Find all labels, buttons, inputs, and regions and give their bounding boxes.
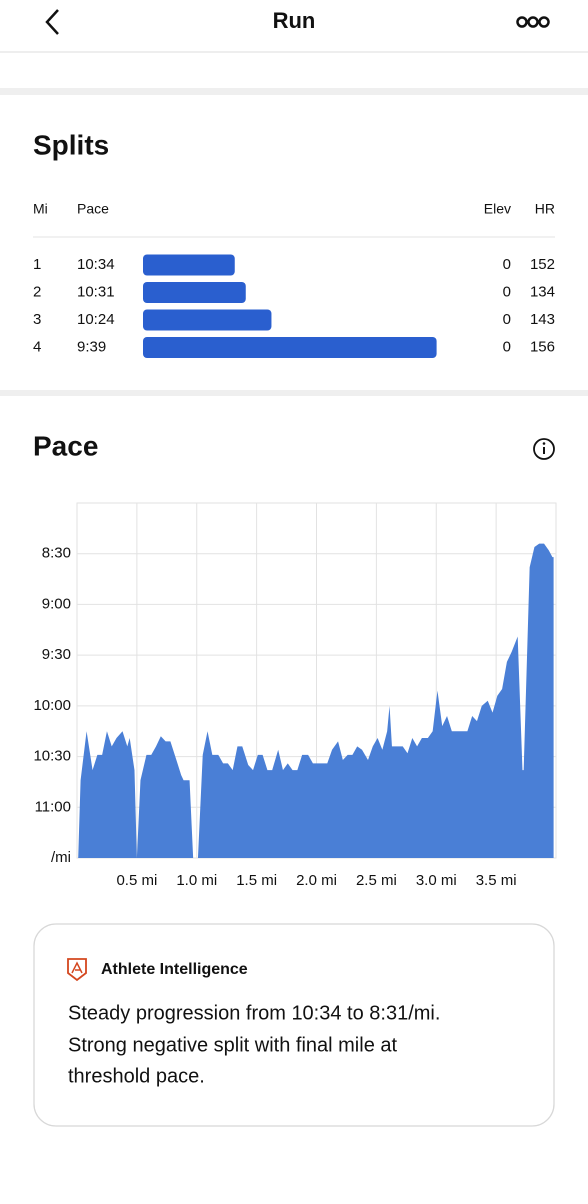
x-tick-label: 2.0 mi	[296, 872, 337, 889]
column-header: Pace	[77, 201, 109, 217]
x-tick-label: 1.5 mi	[236, 872, 277, 889]
mile: 3	[33, 311, 41, 328]
x-tick-label: 2.5 mi	[356, 872, 397, 889]
insight-text: Steady progression from 10:34 to 8:31/mi…	[68, 1002, 440, 1024]
pace: 10:24	[77, 311, 115, 328]
elevation: 0	[503, 338, 511, 355]
column-header: Mi	[33, 201, 48, 217]
pace-chart: 8:30 9:00 9:30 10:00 10:30 11:00/mi 0.5 mi 1.0 …	[33, 502, 557, 889]
elevation: 0	[503, 311, 511, 328]
x-tick-label: 3.0 mi	[416, 872, 457, 889]
pace: 9:39	[77, 338, 106, 355]
y-tick-label: 10:00	[33, 697, 71, 714]
insight-icon	[67, 958, 87, 982]
heart-rate: 156	[530, 338, 555, 355]
y-tick-label: 11:00	[35, 798, 71, 815]
heart-rate: 134	[530, 283, 555, 300]
pace: 10:34	[77, 256, 115, 273]
heart-rate: 143	[530, 311, 555, 328]
mile: 4	[33, 338, 41, 355]
y-tick-label: 10:30	[33, 748, 71, 765]
heart-rate: 152	[530, 256, 555, 273]
x-tick-label: 0.5 mi	[116, 872, 157, 889]
y-tick-label: 9:00	[42, 595, 71, 612]
section-title: Splits	[33, 129, 109, 160]
pace: 10:31	[77, 283, 115, 300]
column-header: Elev	[484, 201, 511, 217]
pace-bar	[143, 254, 235, 276]
insight-card	[33, 923, 555, 1127]
y-tick-label: /mi	[51, 849, 71, 866]
x-tick-label: 1.0 mi	[176, 872, 217, 889]
info-button[interactable]	[533, 438, 555, 460]
mile: 2	[33, 283, 41, 300]
column-header: HR	[535, 201, 555, 217]
more-button[interactable]	[516, 16, 550, 28]
back-button[interactable]	[45, 9, 59, 35]
insight-text: Strong negative split with final mile at	[68, 1034, 397, 1056]
y-tick-label: 9:30	[42, 646, 71, 663]
x-tick-label: 3.5 mi	[476, 872, 517, 889]
page-title: Run	[273, 8, 316, 33]
elevation: 0	[503, 256, 511, 273]
elevation: 0	[503, 283, 511, 300]
y-tick-label: 8:30	[42, 545, 71, 562]
pace-bar	[143, 337, 437, 358]
pace-bar	[143, 309, 272, 331]
section-title: Pace	[33, 430, 98, 461]
section-gap	[0, 88, 588, 95]
insight-title: Athlete Intelligence	[101, 961, 248, 978]
pace-bar	[143, 282, 246, 303]
mile: 1	[33, 256, 41, 273]
insight-text: threshold pace.	[68, 1065, 205, 1087]
section-gap	[0, 390, 588, 396]
pace-area	[78, 543, 554, 858]
